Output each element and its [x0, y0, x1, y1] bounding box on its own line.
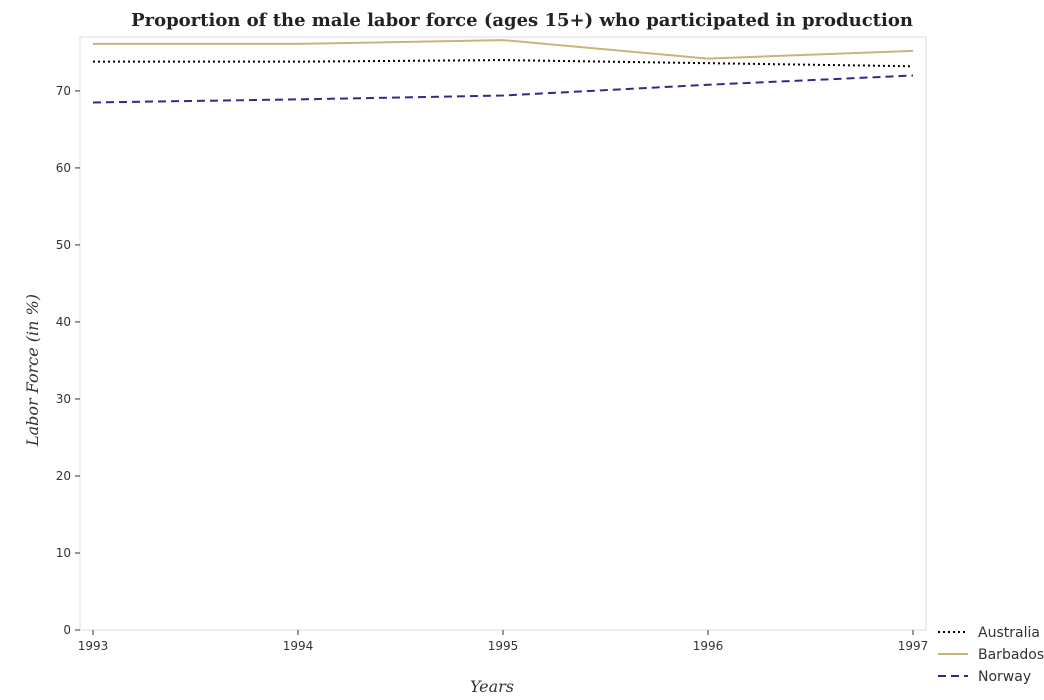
- y-tick-label: 70: [56, 84, 71, 98]
- series-line-barbados: [93, 39, 914, 60]
- y-tick-label: 40: [56, 315, 71, 329]
- y-tick-label: 60: [56, 161, 71, 175]
- legend-label: Norway: [978, 669, 1031, 685]
- chart-title: Proportion of the male labor force (ages…: [131, 10, 913, 31]
- y-axis-ticks: 0 10 20 30 40 50 60 70: [56, 84, 80, 637]
- x-tick-label: 1995: [488, 639, 519, 653]
- y-tick-label: 10: [56, 546, 71, 560]
- x-tick-label: 1996: [693, 639, 724, 653]
- series-line-norway: [92, 74, 914, 104]
- x-axis-label: Years: [470, 677, 514, 696]
- x-axis-ticks: 1993 1994 1995 1996 1997: [78, 630, 929, 653]
- y-tick-label: 20: [56, 469, 71, 483]
- x-tick-label: 1994: [283, 639, 314, 653]
- legend-label: Barbados: [978, 647, 1044, 663]
- x-tick-label: 1993: [78, 639, 109, 653]
- plot-area: [79, 36, 927, 631]
- y-tick-label: 30: [56, 392, 71, 406]
- y-tick-label: 50: [56, 238, 71, 252]
- y-tick-label: 0: [63, 623, 71, 637]
- legend-label: Australia: [978, 625, 1040, 641]
- x-tick-label: 1997: [898, 639, 929, 653]
- legend: Australia Barbados Norway: [938, 625, 1044, 685]
- series-line-australia: [93, 59, 914, 68]
- series-lines: [92, 39, 914, 104]
- y-axis-label: Labor Force (in %): [23, 294, 42, 447]
